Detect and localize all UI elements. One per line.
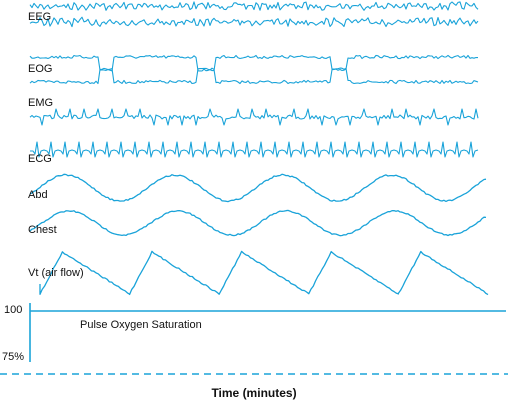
spo2-label: Pulse Oxygen Saturation [80, 319, 202, 331]
eeg-trace-lower [29, 16, 479, 28]
spo2-tick-100: 100 [4, 304, 22, 316]
eog-trace-lower [29, 67, 479, 85]
channel-label-eog: EOG [28, 63, 52, 75]
emg-trace [29, 108, 479, 126]
chest-trace [29, 209, 487, 237]
x-axis-title: Time (minutes) [211, 386, 296, 400]
channel-label-abd: Abd [28, 189, 48, 201]
eeg-trace-upper [29, 1, 479, 11]
channel-label-chest: Chest [28, 224, 57, 236]
eog-trace-upper [29, 54, 479, 72]
channel-label-ecg: ECG [28, 153, 52, 165]
channel-label-emg: EMG [28, 97, 53, 109]
vt-airflow-trace [39, 250, 489, 296]
ecg-trace [30, 141, 479, 158]
abd-trace [29, 173, 487, 203]
channel-label-eeg: EEG [28, 11, 51, 23]
spo2-tick-75: 75% [2, 351, 24, 363]
channel-label-vt: Vt (air flow) [28, 267, 84, 279]
channel-traces [29, 1, 489, 296]
